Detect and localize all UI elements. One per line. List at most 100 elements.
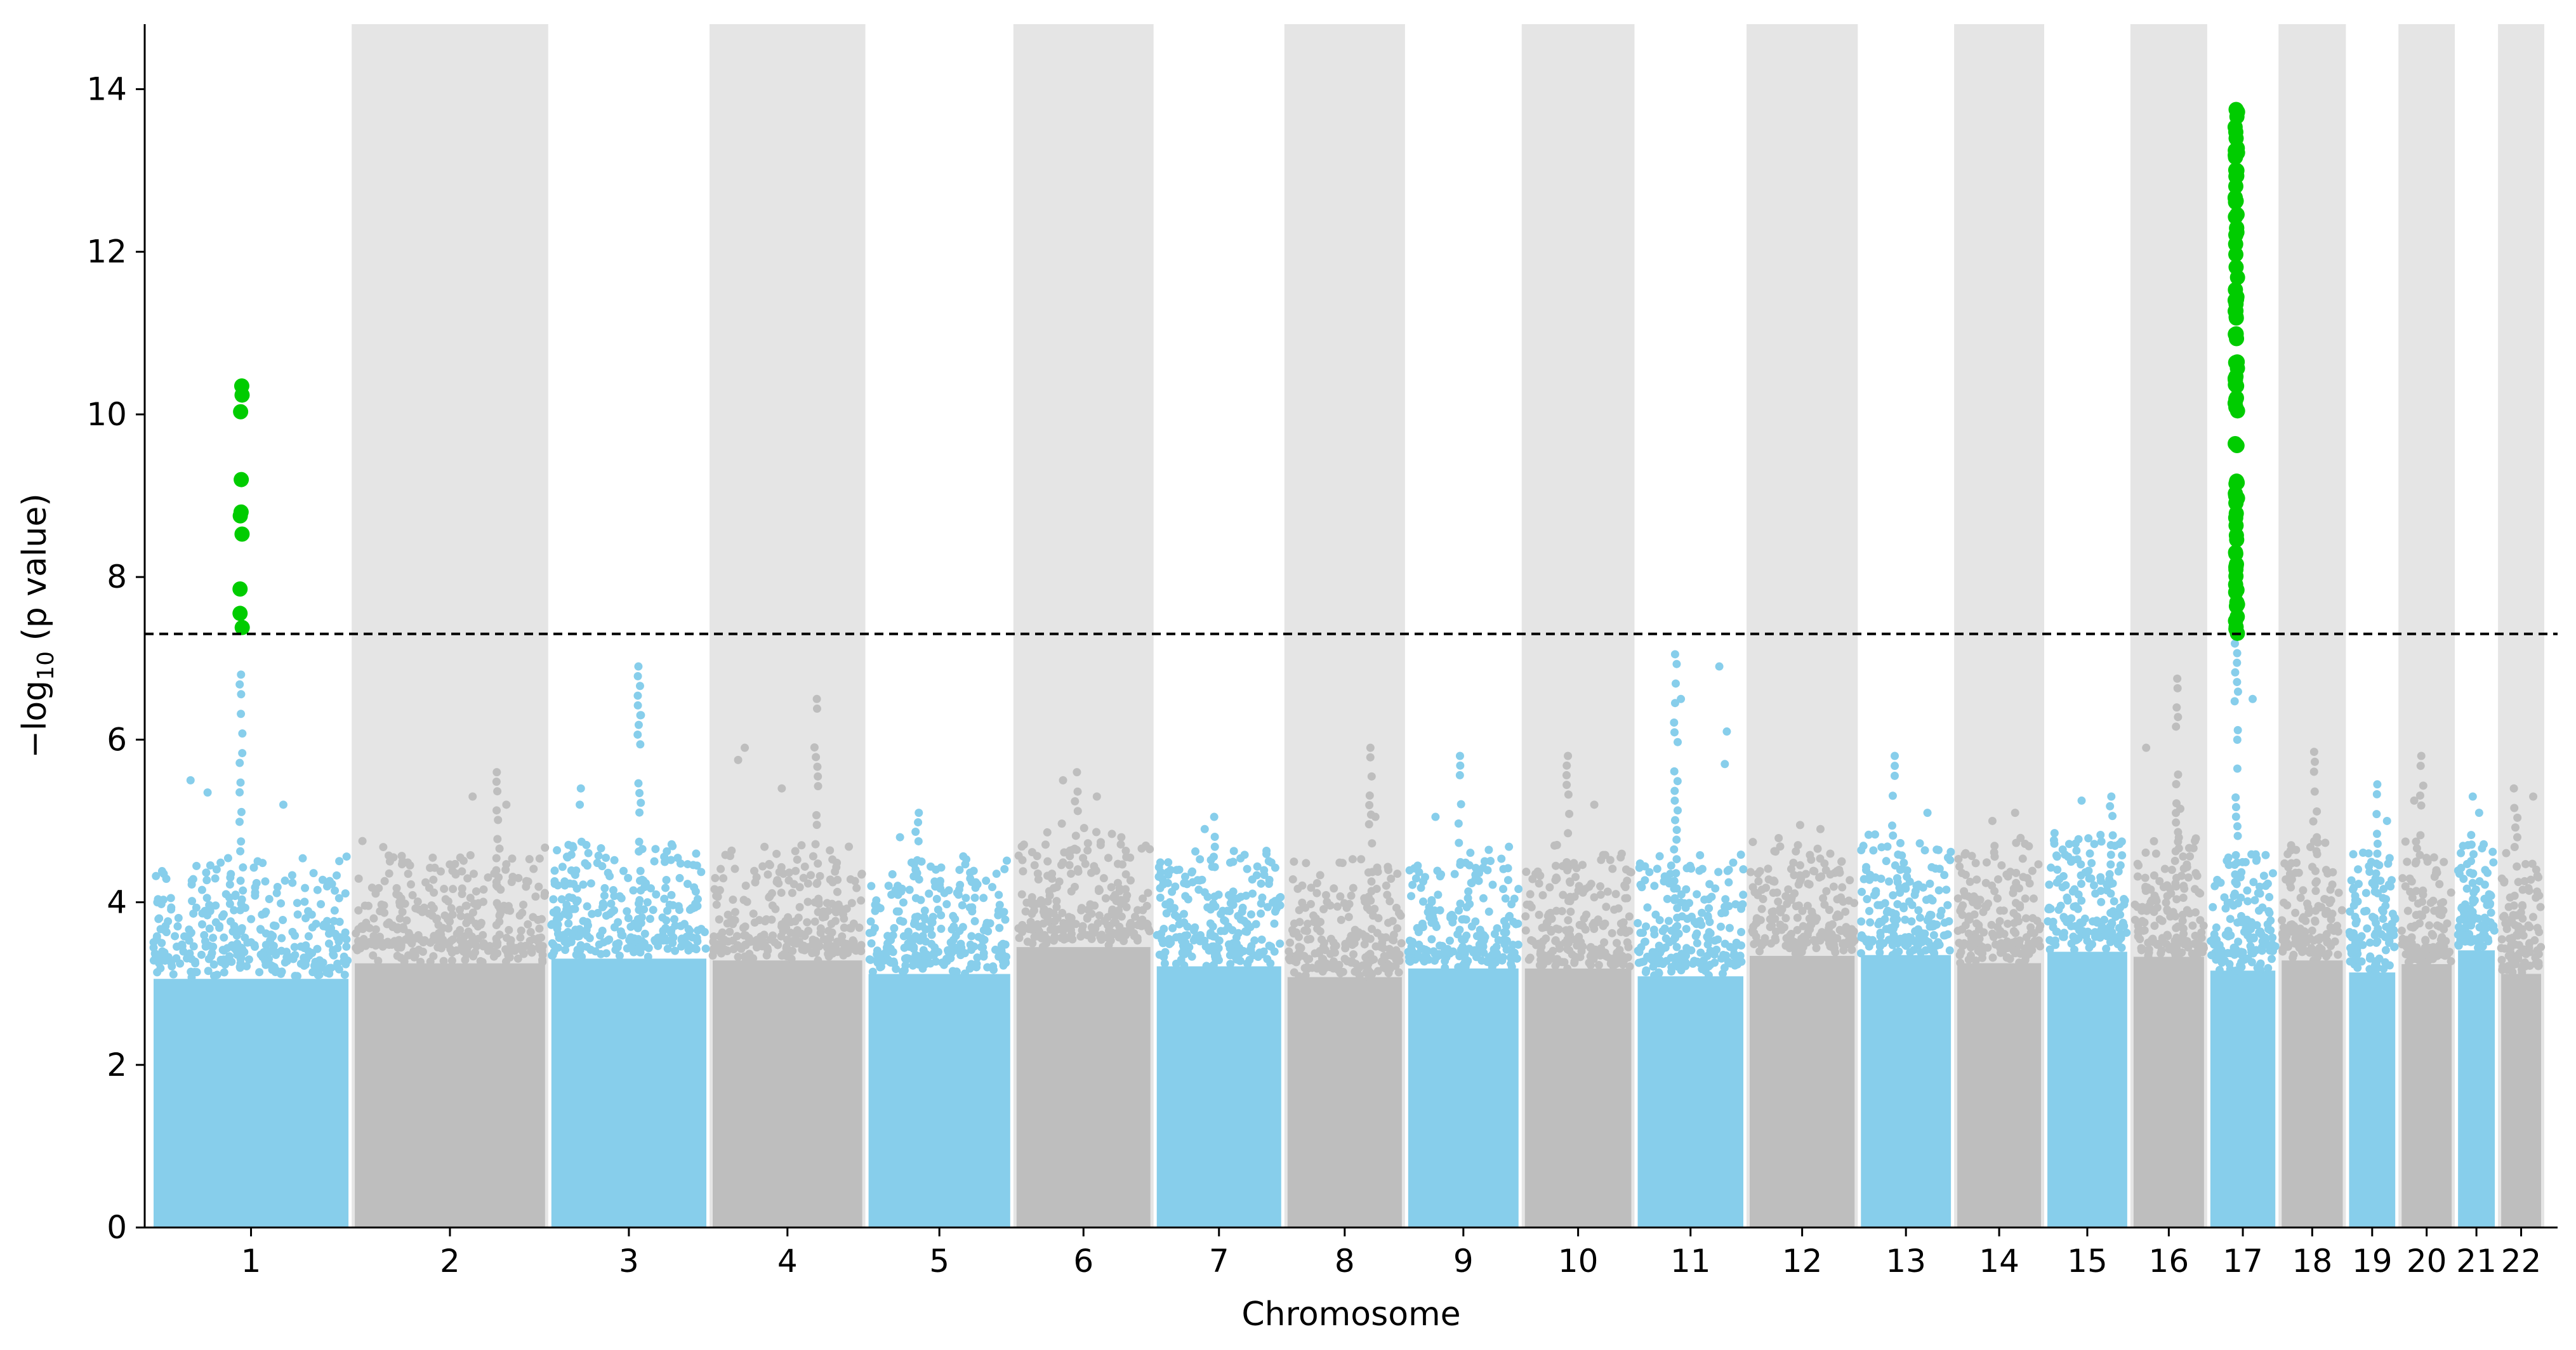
snp-point [765, 859, 774, 868]
snp-point [1354, 928, 1363, 937]
snp-point [236, 906, 245, 915]
snp-point [1160, 959, 1169, 968]
snp-point [1000, 864, 1009, 873]
x-tick-label: 22 [2501, 1243, 2542, 1280]
snp-point [2151, 894, 2160, 903]
snp-point [448, 866, 457, 875]
snp-point [1894, 850, 1903, 859]
snp-point [2309, 767, 2318, 776]
snp-point [1052, 903, 1061, 911]
snp-point [1458, 943, 1467, 951]
snp-point [2457, 849, 2466, 857]
snp-point [1272, 904, 1281, 913]
snp-point [671, 946, 680, 955]
snp-point [251, 883, 260, 892]
snp-point [2372, 958, 2381, 967]
snp-point [2256, 927, 2265, 936]
snp-point [2012, 868, 2021, 877]
snp-point [2415, 850, 2424, 859]
snp-point [2115, 840, 2124, 849]
snp-point [2233, 678, 2242, 687]
snp-point [899, 917, 908, 926]
snp-point [2223, 898, 2232, 907]
snp-point [329, 951, 338, 960]
chr1-points [149, 378, 352, 1228]
snp-point [2249, 694, 2257, 703]
snp-point [1229, 857, 1238, 866]
snp-point [1484, 953, 1493, 962]
x-tick-label: 21 [2456, 1243, 2497, 1280]
snp-point [2326, 885, 2335, 894]
snp-point [2102, 944, 2111, 953]
snp-point [1564, 790, 1573, 799]
snp-point [1395, 950, 1404, 959]
snp-point [1890, 771, 1899, 780]
snp-point [1771, 936, 1780, 944]
snp-point [1039, 919, 1048, 928]
snp-point [2324, 949, 2333, 958]
snp-point [1316, 927, 1324, 936]
snp-point [2231, 850, 2240, 859]
snp-point [2354, 865, 2363, 874]
snp-point [1795, 821, 1804, 830]
snp-point [1569, 859, 1578, 868]
snp-point [230, 906, 239, 915]
snp-point [2215, 965, 2224, 974]
snp-point [341, 928, 350, 937]
snp-point [187, 877, 196, 885]
snp-point [308, 968, 317, 977]
snp-point [2172, 722, 2181, 731]
snp-point [1749, 922, 1758, 931]
snp-point [385, 918, 393, 927]
snp-point [2259, 871, 2268, 880]
chr17-dense-points [2210, 970, 2276, 1228]
snp-point [1623, 894, 1632, 903]
snp-point [2172, 799, 2181, 808]
snp-point [549, 895, 558, 904]
snp-point [1826, 849, 1835, 858]
snp-point [517, 926, 525, 935]
snp-point [1488, 880, 1497, 889]
snp-point [187, 973, 196, 982]
snp-point [602, 853, 611, 862]
snp-point [2267, 955, 2276, 963]
snp-point [1377, 958, 1386, 967]
snp-point [2165, 885, 2174, 894]
snp-point [1483, 866, 1492, 875]
snp-point [1670, 816, 1679, 824]
snp-point [492, 778, 501, 786]
snp-point [2379, 885, 2388, 894]
snp-point [1033, 852, 1041, 861]
snp-point [942, 900, 951, 909]
snp-point [472, 942, 481, 951]
snp-point [584, 849, 593, 857]
snp-point [235, 758, 244, 767]
snp-point [807, 871, 816, 880]
snp-point [561, 946, 570, 955]
snp-point [1489, 945, 1498, 954]
snp-point [1889, 930, 1898, 939]
snp-point [2313, 807, 2322, 816]
snp-point [2019, 873, 2028, 882]
snp-point [691, 887, 700, 896]
snp-point [426, 957, 435, 966]
snp-point [2138, 917, 2147, 925]
snp-point [519, 900, 528, 909]
snp-point [223, 854, 232, 863]
snp-point [1226, 960, 1235, 969]
snp-point [1565, 809, 1574, 818]
snp-point [2141, 848, 2150, 857]
snp-point [730, 908, 739, 917]
snp-point [777, 863, 786, 871]
snp-point [1302, 859, 1311, 868]
snp-point [2253, 963, 2262, 972]
snp-point [2075, 926, 2084, 935]
snp-point [1385, 897, 1394, 906]
snp-point [476, 956, 485, 965]
snp-point [2291, 908, 2300, 917]
snp-point [2191, 837, 2200, 845]
snp-point [1641, 862, 1649, 871]
snp-point [293, 972, 302, 981]
chr22-points [2497, 784, 2546, 1228]
snp-point [813, 878, 822, 887]
